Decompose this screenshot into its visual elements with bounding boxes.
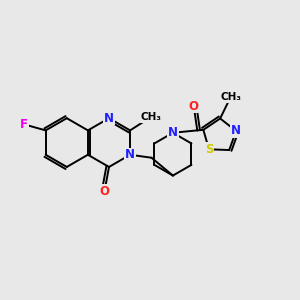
Text: N: N — [125, 148, 135, 161]
Text: N: N — [168, 126, 178, 139]
Text: N: N — [231, 124, 241, 137]
Text: CH₃: CH₃ — [220, 92, 241, 102]
Text: O: O — [189, 100, 199, 112]
Text: N: N — [104, 112, 114, 125]
Text: O: O — [100, 185, 110, 198]
Text: S: S — [205, 143, 213, 156]
Text: CH₃: CH₃ — [140, 112, 161, 122]
Text: F: F — [20, 118, 28, 131]
